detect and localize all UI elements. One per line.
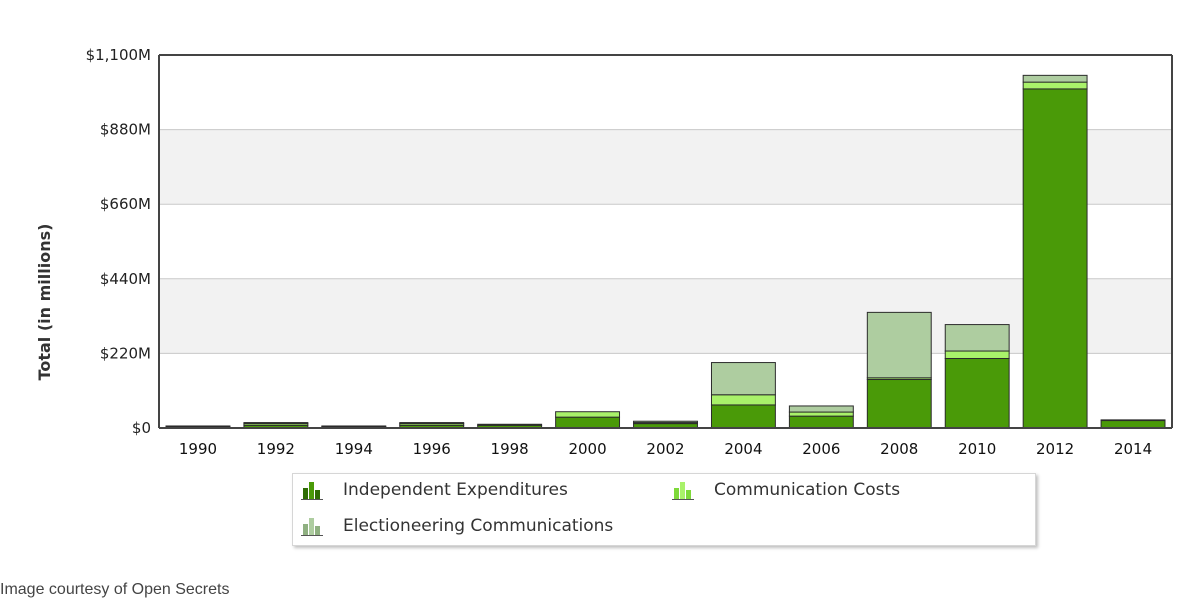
- x-tick-label: 2008: [880, 440, 918, 458]
- x-tick-label: 2004: [724, 440, 762, 458]
- x-tick-label: 1994: [335, 440, 373, 458]
- x-tick-label: 1996: [413, 440, 451, 458]
- x-tick-label: 1998: [491, 440, 529, 458]
- bar-segment[interactable]: [866, 311, 932, 379]
- y-tick-label: $1,100M: [86, 46, 151, 64]
- bar-segment[interactable]: [788, 415, 854, 429]
- y-tick-label: $220M: [100, 344, 151, 362]
- y-axis-label: Total (in millions): [35, 224, 54, 381]
- bar-segment[interactable]: [165, 425, 231, 428]
- bar-chart-icon: [301, 482, 323, 500]
- bar-segment[interactable]: [866, 379, 932, 429]
- bar-segment[interactable]: [1022, 88, 1088, 429]
- bar-segment[interactable]: [1022, 74, 1088, 83]
- bar-segment[interactable]: [710, 362, 776, 396]
- plot-area: [159, 55, 1172, 428]
- bar-chart-icon: [672, 482, 694, 500]
- bar-segment[interactable]: [1100, 419, 1166, 422]
- x-tick-label: 2014: [1114, 440, 1152, 458]
- bar-segment[interactable]: [944, 324, 1010, 352]
- plot-band: [159, 278, 1172, 354]
- legend-item-communication-costs[interactable]: Communication Costs: [672, 480, 900, 500]
- bar-segment[interactable]: [1022, 81, 1088, 90]
- bar-segment[interactable]: [710, 404, 776, 429]
- bar-segment[interactable]: [555, 416, 621, 429]
- x-tick-label: 2012: [1036, 440, 1074, 458]
- image-caption: Image courtesy of Open Secrets: [0, 581, 230, 598]
- legend: Independent Expenditures Communication C…: [292, 473, 1036, 546]
- y-tick-label: $0: [132, 419, 151, 437]
- bar-segment[interactable]: [944, 357, 1010, 429]
- x-tick-label: 2010: [958, 440, 996, 458]
- bar-segment[interactable]: [788, 405, 854, 413]
- bar-segment[interactable]: [710, 394, 776, 406]
- legend-label: Independent Expenditures: [343, 480, 568, 500]
- axes: [158, 54, 1173, 429]
- y-tick-label: $440M: [100, 270, 151, 288]
- bar-segment[interactable]: [399, 422, 465, 425]
- legend-item-electioneering-communications[interactable]: Electioneering Communications: [301, 516, 613, 536]
- x-tick-label: 2006: [802, 440, 840, 458]
- bar-segment[interactable]: [555, 411, 621, 418]
- bar-segment[interactable]: [788, 411, 854, 417]
- bar-chart-icon: [301, 518, 323, 536]
- legend-item-independent-expenditures[interactable]: Independent Expenditures: [301, 480, 568, 500]
- x-tick-label: 2002: [646, 440, 684, 458]
- x-tick-labels: 1990 1992 1994 1996 1998 2000 2002 2004 2006 2008…: [179, 440, 1152, 458]
- y-tick-label: $880M: [100, 121, 151, 139]
- bar-segment[interactable]: [944, 350, 1010, 359]
- legend-label: Electioneering Communications: [343, 516, 614, 536]
- plot-band: [159, 129, 1172, 205]
- y-tick-label: $660M: [100, 195, 151, 213]
- bar-segment[interactable]: [633, 420, 698, 424]
- legend-label: Communication Costs: [714, 480, 901, 500]
- x-tick-label: 1990: [179, 440, 217, 458]
- bar-segment[interactable]: [1100, 420, 1166, 429]
- x-tick-label: 1992: [257, 440, 295, 458]
- bar-segment[interactable]: [243, 422, 309, 425]
- y-tick-labels: $0 $220M $440M $660M $880M $1,100M: [86, 46, 151, 437]
- bar-segment[interactable]: [477, 423, 543, 426]
- bar-segment[interactable]: [321, 425, 387, 428]
- x-tick-label: 2000: [568, 440, 606, 458]
- plot-bands: [159, 55, 1172, 428]
